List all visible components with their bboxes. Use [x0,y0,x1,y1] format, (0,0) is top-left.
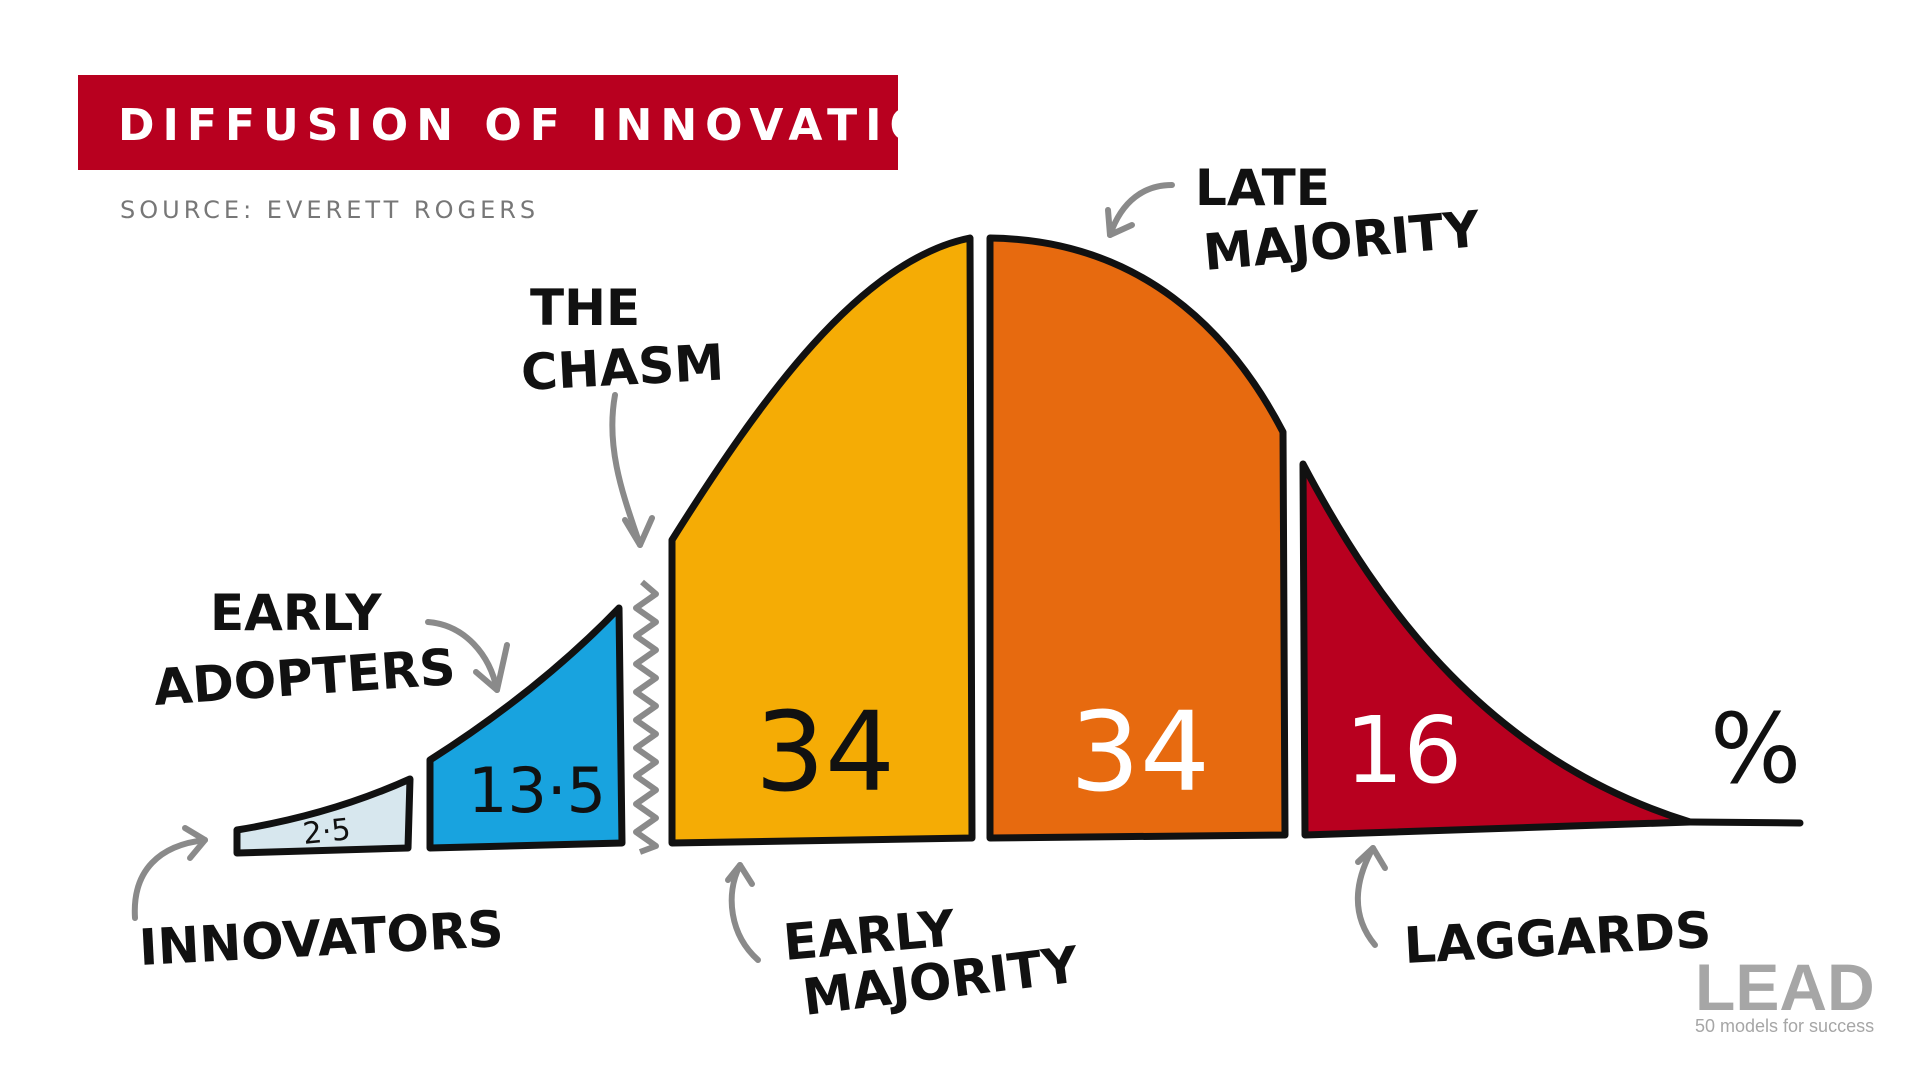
arrow-laggards [1354,845,1388,948]
value-early-adopters: 13·5 [468,754,606,827]
curve-tail [1686,818,1804,827]
lead-logo: LEAD [1695,950,1875,1024]
label-innovators: INNOVATORS [138,900,505,977]
value-early-majority: 34 [755,688,895,816]
label-chasm: CHASM [520,333,726,402]
label-late-majority-line1: LATE [1195,159,1330,217]
arrow-early-adopters [425,619,510,693]
label-laggards: LAGGARDS [1403,901,1713,975]
arrow-chasm [609,392,655,548]
diagram-title: DIFFUSION OF INNOVATION [118,100,980,151]
label-early-adopters-line1: EARLY [210,584,382,642]
segment-early-majority [668,234,976,847]
segment-late-majority [986,234,1289,842]
arrow-late-majority [1105,182,1175,238]
value-innovators: 2·5 [301,812,352,852]
arrow-innovators [131,825,208,921]
label-the: THE [530,279,640,337]
percent-sign: % [1710,693,1801,805]
label-early-adopters-line2: ADOPTERS [152,638,457,717]
value-late-majority: 34 [1070,688,1210,816]
arrow-early-majority [725,862,761,963]
lead-tagline: 50 models for success [1695,1016,1874,1036]
value-laggards: 16 [1345,697,1462,804]
segment-early-adopters [426,604,626,852]
segment-laggards [1299,460,1694,839]
chasm-zigzag [633,579,659,855]
source-credit: SOURCE: EVERETT ROGERS [120,196,539,224]
segment-innovators [233,775,414,857]
title-banner [78,75,898,170]
